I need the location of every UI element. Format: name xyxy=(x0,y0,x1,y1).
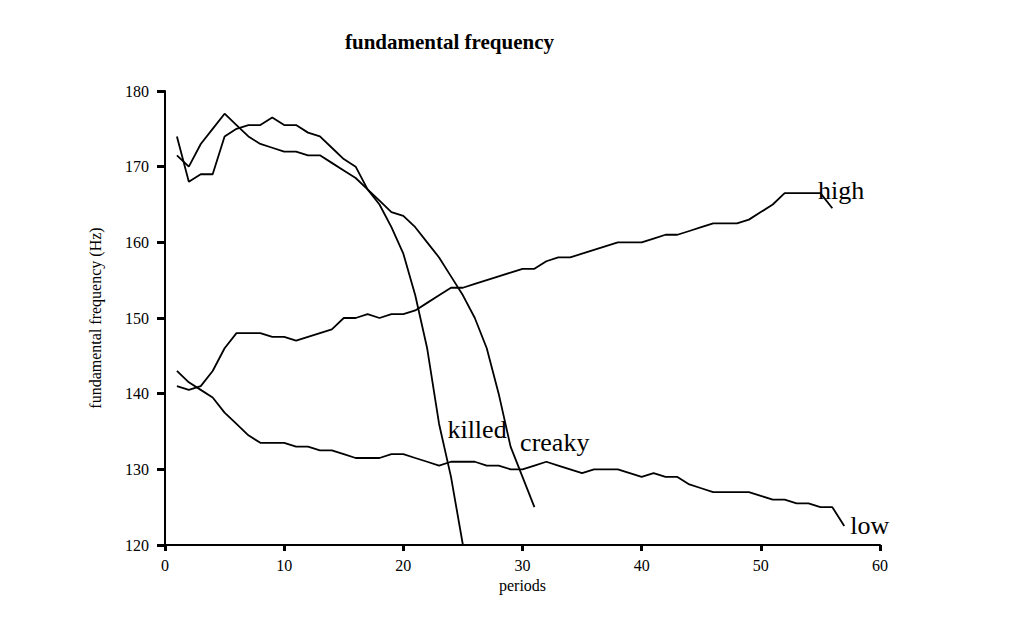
svg-text:periods: periods xyxy=(499,577,546,595)
svg-text:creaky: creaky xyxy=(520,428,589,457)
svg-text:170: 170 xyxy=(125,158,149,175)
svg-text:180: 180 xyxy=(125,83,149,100)
svg-text:150: 150 xyxy=(125,310,149,327)
svg-text:30: 30 xyxy=(515,557,531,574)
svg-text:130: 130 xyxy=(125,461,149,478)
svg-text:high: high xyxy=(818,176,864,205)
svg-text:10: 10 xyxy=(276,557,292,574)
svg-text:40: 40 xyxy=(634,557,650,574)
svg-text:fundamental frequency (Hz): fundamental frequency (Hz) xyxy=(87,227,105,408)
svg-text:140: 140 xyxy=(125,385,149,402)
svg-text:50: 50 xyxy=(753,557,769,574)
svg-text:160: 160 xyxy=(125,234,149,251)
svg-text:60: 60 xyxy=(872,557,888,574)
svg-text:120: 120 xyxy=(125,537,149,554)
svg-text:fundamental frequency: fundamental frequency xyxy=(345,30,555,54)
svg-text:20: 20 xyxy=(395,557,411,574)
svg-text:low: low xyxy=(850,511,889,540)
svg-text:0: 0 xyxy=(161,557,169,574)
svg-text:killed: killed xyxy=(447,415,506,444)
